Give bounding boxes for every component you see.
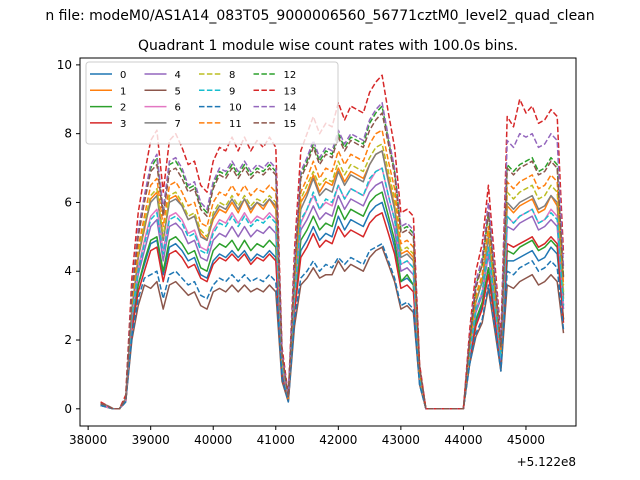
x-tick-label: 38000	[69, 433, 107, 447]
axes-frame	[79, 57, 577, 427]
legend-label-13: 13	[284, 86, 297, 97]
series-layer	[100, 74, 565, 410]
series-line-3	[100, 212, 565, 410]
y-tick-label: 6	[64, 195, 72, 209]
legend-label-5: 5	[175, 86, 181, 97]
legend-label-2: 2	[120, 103, 126, 114]
x-tick-label: 41000	[257, 433, 295, 447]
y-tick-label: 10	[57, 58, 72, 72]
series-line-8	[100, 143, 565, 410]
series-line-14	[100, 101, 565, 410]
y-tick-label: 8	[64, 127, 72, 141]
series-line-10	[100, 242, 565, 410]
figure-suptitle: n file: modeM0/AS1A14_083T05_9000006560_…	[45, 8, 594, 24]
x-offset-label: +5.122e8	[517, 455, 576, 469]
plot-area	[100, 74, 565, 410]
series-line-2	[100, 191, 565, 410]
legend-label-7: 7	[175, 119, 181, 130]
legend-label-10: 10	[229, 103, 242, 114]
x-tick-label: 40000	[194, 433, 232, 447]
chart-title: Quadrant 1 module wise count rates with …	[138, 38, 518, 54]
legend-label-8: 8	[229, 70, 235, 81]
x-tick-label: 42000	[319, 433, 357, 447]
legend-label-3: 3	[120, 119, 126, 130]
axes-layer: 38000 39000 40000 41000 42000 43000 44000 45000…	[57, 58, 545, 447]
legend-label-4: 4	[175, 70, 181, 81]
x-tick-label: 39000	[132, 433, 170, 447]
y-tick-label: 4	[64, 264, 72, 278]
x-tick-label: 44000	[444, 433, 482, 447]
series-line-11	[100, 129, 565, 410]
legend-label-6: 6	[175, 103, 181, 114]
legend-label-1: 1	[120, 86, 126, 97]
series-line-4	[100, 181, 565, 410]
legend-label-9: 9	[229, 86, 235, 97]
y-tick-label: 0	[64, 402, 72, 416]
series-line-15	[100, 112, 565, 410]
x-tick-label: 43000	[382, 433, 420, 447]
x-tick-label: 45000	[507, 433, 545, 447]
legend-label-15: 15	[284, 119, 297, 130]
legend-label-12: 12	[284, 70, 297, 81]
legend-label-0: 0	[120, 70, 126, 81]
legend-label-11: 11	[229, 119, 242, 130]
series-line-9	[100, 167, 565, 410]
y-tick-label: 2	[64, 333, 72, 347]
legend-label-14: 14	[284, 103, 297, 114]
